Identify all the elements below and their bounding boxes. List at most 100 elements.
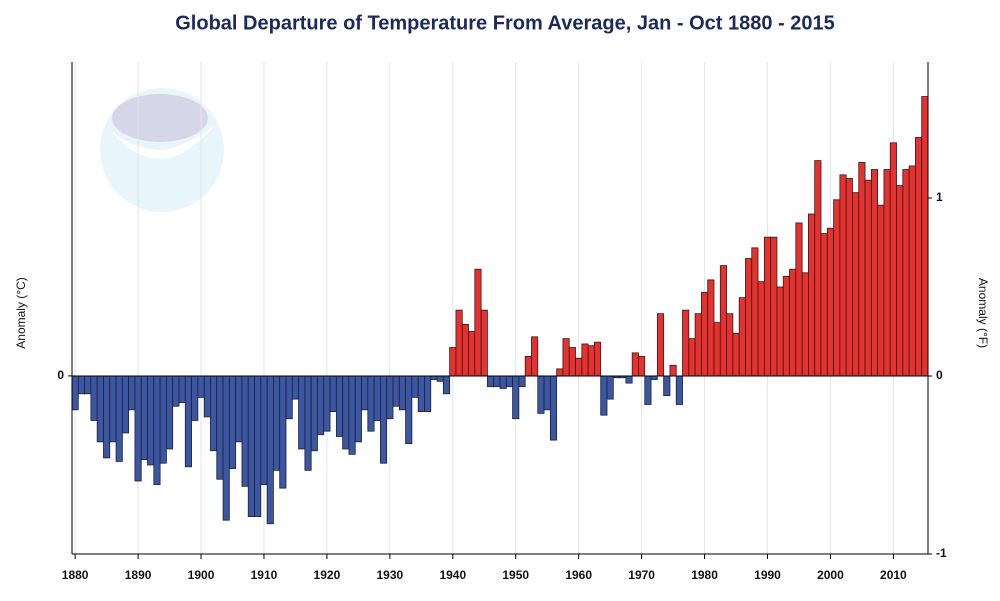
bar — [499, 375, 507, 389]
bar — [386, 375, 394, 420]
bar — [701, 291, 709, 377]
y2-tick-label: 0 — [936, 368, 943, 382]
bar — [354, 375, 362, 443]
bar — [461, 323, 469, 377]
bar — [883, 169, 891, 377]
chart-title: Global Departure of Temperature From Ave… — [175, 12, 834, 34]
bar — [228, 375, 237, 469]
x-tick-label: 1960 — [565, 568, 592, 582]
bar — [254, 375, 262, 518]
bar — [134, 375, 142, 482]
bar — [751, 247, 759, 377]
x-tick-label: 1980 — [691, 568, 718, 582]
x-tick-label: 1970 — [628, 568, 655, 582]
x-tick-label: 1880 — [62, 568, 89, 582]
bar — [575, 357, 583, 377]
bar — [915, 137, 923, 377]
bar — [549, 375, 558, 441]
bar — [782, 275, 790, 377]
bar — [763, 236, 772, 377]
bar — [310, 375, 318, 452]
bar — [172, 375, 180, 407]
bar — [650, 375, 658, 380]
bar — [442, 375, 451, 395]
x-tick-label: 1920 — [314, 568, 341, 582]
bar — [335, 375, 344, 437]
bar — [833, 199, 841, 377]
bar — [864, 179, 872, 377]
bar — [197, 375, 205, 398]
bar — [373, 375, 381, 421]
bar — [71, 375, 79, 411]
bar — [121, 375, 130, 434]
bar — [713, 322, 721, 377]
bar — [631, 352, 639, 377]
bar — [675, 375, 683, 405]
bar — [493, 375, 501, 388]
bar — [795, 222, 803, 377]
bar — [908, 165, 916, 377]
bar — [870, 169, 879, 377]
bar — [518, 375, 526, 388]
bar — [839, 174, 847, 377]
x-tick-label: 1900 — [188, 568, 215, 582]
bar — [329, 375, 337, 412]
bar — [430, 375, 438, 380]
bar — [203, 375, 211, 418]
bar — [820, 233, 828, 377]
bar — [594, 341, 602, 377]
x-tick-label: 1890 — [125, 568, 152, 582]
bar — [487, 375, 495, 388]
bar — [241, 375, 249, 487]
bar — [304, 375, 312, 471]
logo — [100, 88, 224, 212]
bar — [568, 347, 576, 377]
bar — [505, 375, 513, 388]
bar — [726, 313, 734, 377]
bar — [317, 375, 325, 436]
bar — [789, 268, 797, 377]
x-tick-label: 1990 — [754, 568, 781, 582]
bar — [770, 236, 778, 377]
bar — [902, 169, 910, 377]
bar — [556, 368, 564, 377]
bar — [543, 375, 551, 411]
bar — [348, 375, 356, 455]
bar — [638, 356, 646, 377]
bar — [109, 375, 117, 443]
y-tick-label: 0 — [57, 368, 64, 382]
bar — [342, 375, 350, 450]
bar — [600, 375, 608, 416]
bar — [115, 375, 123, 462]
bar — [398, 375, 406, 411]
bar — [411, 375, 419, 398]
bar — [298, 375, 306, 450]
bar — [877, 204, 885, 377]
bar — [285, 375, 293, 420]
x-tick-label: 2010 — [880, 568, 907, 582]
bar — [808, 213, 816, 377]
bar — [606, 375, 614, 400]
bar — [719, 265, 727, 377]
bar — [361, 375, 369, 411]
bar — [417, 375, 425, 412]
y-axis-label: Anomaly (°C) — [14, 277, 28, 348]
bar — [688, 338, 696, 377]
x-tick-label: 2000 — [817, 568, 844, 582]
bar — [273, 375, 281, 471]
bar — [889, 142, 897, 377]
bar — [178, 375, 186, 404]
bar — [247, 375, 255, 518]
bar — [852, 192, 860, 377]
bar — [96, 375, 104, 443]
bar — [745, 258, 753, 377]
bar — [587, 345, 595, 377]
bar — [159, 375, 167, 464]
bar — [682, 309, 690, 377]
bar — [732, 332, 740, 377]
y2-axis-label: Anomaly (°F) — [976, 278, 990, 348]
bar — [77, 375, 85, 395]
bar — [455, 309, 463, 377]
bar — [216, 375, 224, 480]
